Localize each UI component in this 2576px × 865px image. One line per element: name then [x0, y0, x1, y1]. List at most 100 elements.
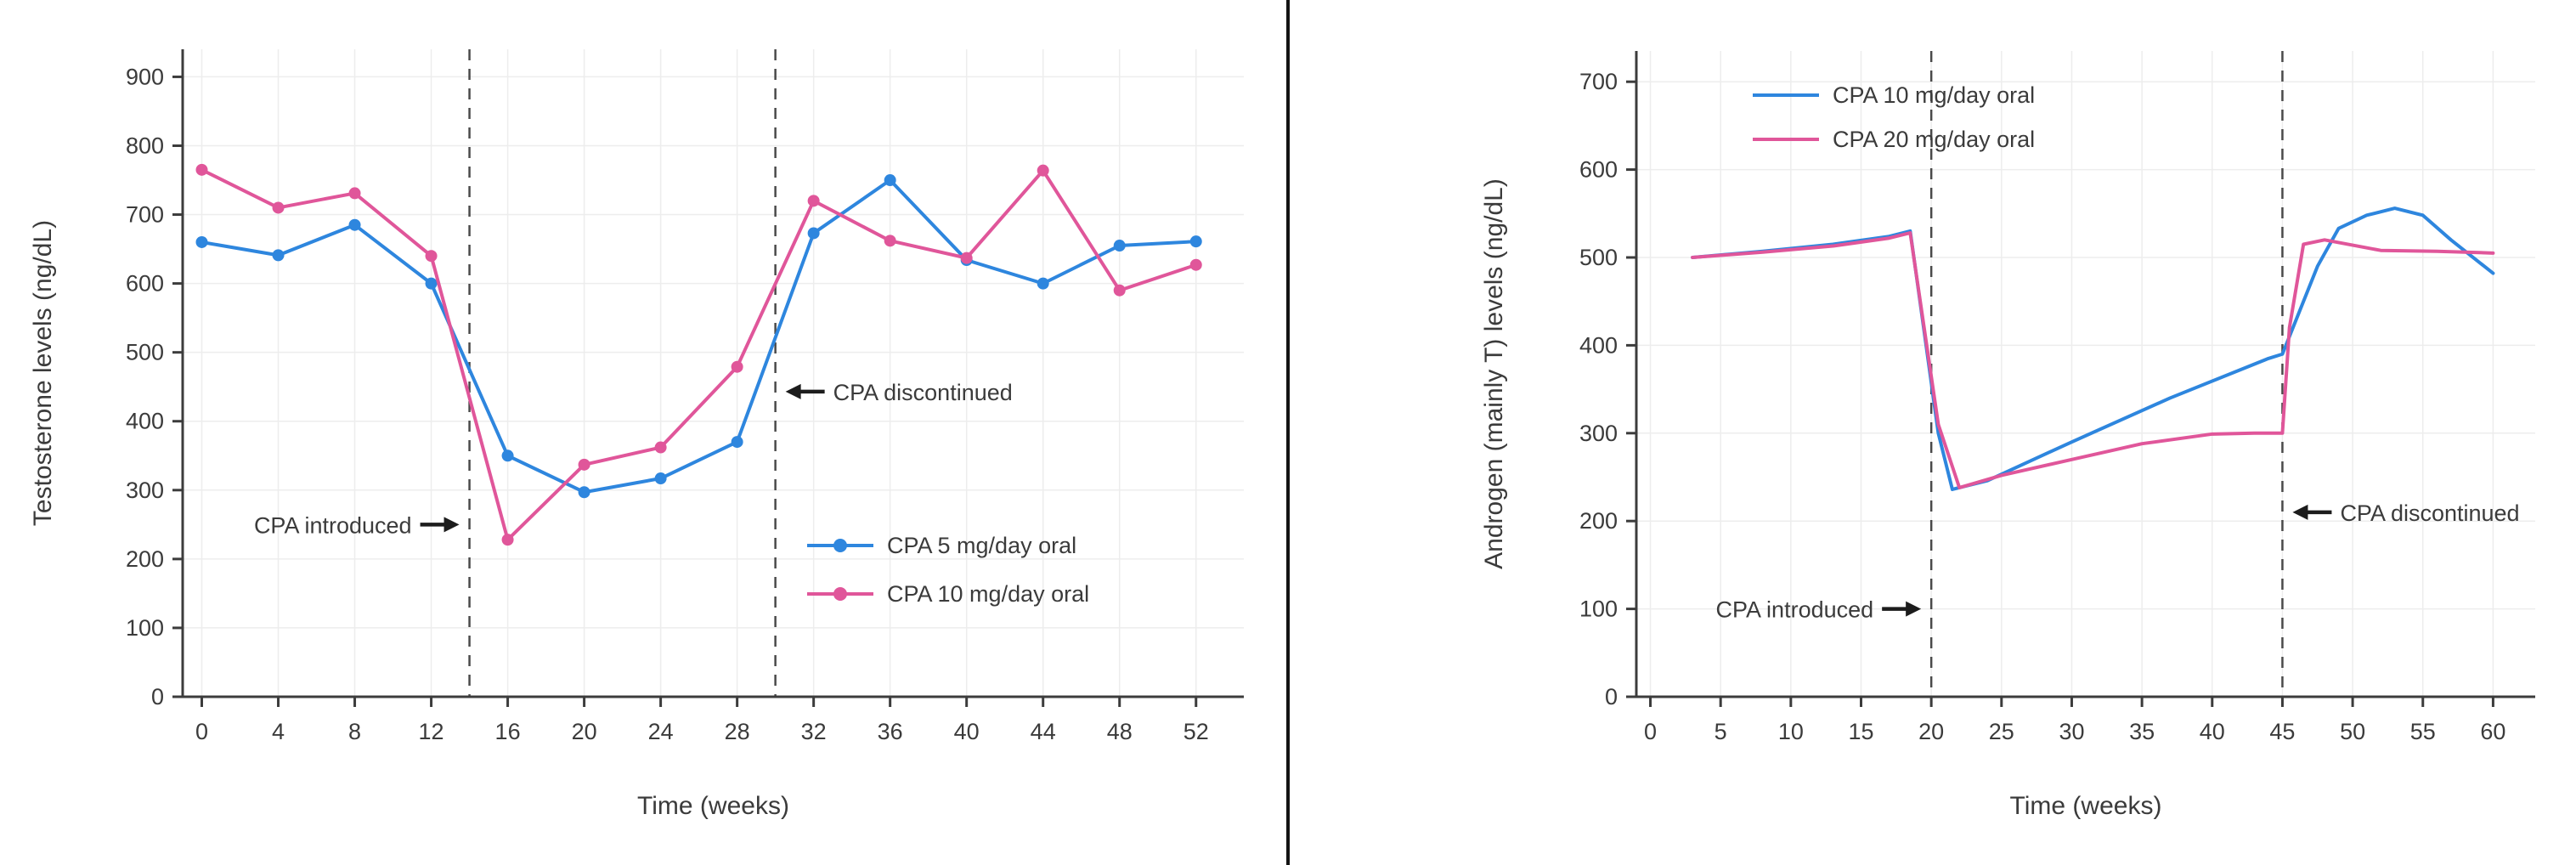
legend-label: CPA 10 mg/day oral [887, 581, 1089, 607]
legend-label: CPA 20 mg/day oral [1833, 127, 2035, 152]
annotation-arrowhead [443, 517, 460, 533]
x-tick-label: 48 [1107, 719, 1133, 744]
x-tick-label: 45 [2269, 719, 2295, 744]
data-point-marker [272, 249, 285, 262]
x-tick-label: 5 [1715, 719, 1727, 744]
y-axis-label: Testosterone levels (ng/dL) [29, 220, 57, 526]
annotation-arrowhead [785, 383, 801, 399]
data-point-marker [501, 449, 514, 462]
x-tick-label: 28 [725, 719, 750, 744]
y-tick-label: 200 [126, 546, 164, 572]
x-tick-label: 15 [1848, 719, 1873, 744]
y-tick-label: 600 [126, 271, 164, 297]
axes: 0 5 10 15 20 25 30 35 40 45 50 55 600100200300400500… [1579, 51, 2535, 744]
legend-swatch-marker [833, 539, 847, 552]
data-point-marker [425, 277, 438, 290]
data-point-marker [731, 360, 743, 373]
series-line [195, 163, 1202, 546]
axes: 0 4 8 12 16 20 24 28 32 36 40 44 48 52010020030040050… [126, 49, 1244, 744]
y-tick-label: 300 [126, 478, 164, 503]
series-line [1691, 206, 2495, 491]
legend: CPA 10 mg/day oral CPA 20 mg/day oral [1753, 82, 2035, 152]
x-tick-label: 36 [878, 719, 903, 744]
annotation-text: CPA discontinued [833, 380, 1013, 405]
y-tick-label: 700 [126, 202, 164, 228]
x-tick-label: 0 [195, 719, 208, 744]
annotation-text: CPA discontinued [2340, 500, 2519, 526]
y-tick-label: 500 [1579, 245, 1618, 270]
legend-label: CPA 10 mg/day oral [1833, 82, 2035, 108]
y-tick-label: 600 [1579, 157, 1618, 183]
legend-swatch-marker [833, 587, 847, 601]
x-axis-label: Time (weeks) [2010, 792, 2162, 820]
x-tick-label: 25 [1989, 719, 2014, 744]
data-point-marker [425, 250, 438, 263]
x-tick-label: 16 [495, 719, 521, 744]
y-tick-label: 0 [1605, 684, 1618, 710]
data-point-marker [731, 436, 743, 449]
panel-divider [1286, 0, 1290, 865]
x-tick-label: 40 [954, 719, 980, 744]
x-tick-label: 24 [648, 719, 674, 744]
legend: CPA 5 mg/day oral CPA 10 mg/day oral [807, 533, 1089, 607]
annotation-arrowhead [1906, 601, 1922, 617]
series-line [1691, 231, 2495, 489]
annotation-arrowhead [2292, 504, 2308, 520]
y-tick-label: 300 [1579, 421, 1618, 446]
data-point-marker [578, 458, 590, 471]
androgen-chart: 0 5 10 15 20 25 30 35 40 45 50 55 600100200300400500… [1480, 51, 2535, 820]
annotation: CPA discontinued [2292, 500, 2520, 526]
data-point-marker [1189, 258, 1202, 271]
x-tick-label: 8 [348, 719, 361, 744]
androgen-chart-panel: 0 5 10 15 20 25 30 35 40 45 50 55 60 0 100 200 300 400 500… [1290, 0, 2576, 865]
data-point-marker [654, 472, 667, 485]
data-point-marker [578, 486, 590, 499]
x-tick-label: 0 [1644, 719, 1657, 744]
x-tick-label: 52 [1183, 719, 1209, 744]
y-tick-label: 0 [151, 684, 164, 710]
x-axis-label: Time (weeks) [637, 792, 789, 820]
x-tick-label: 30 [2059, 719, 2084, 744]
y-tick-label: 800 [126, 133, 164, 158]
data-point-marker [654, 441, 667, 454]
annotation-text: CPA introduced [1716, 597, 1874, 623]
series-line [195, 174, 1202, 499]
data-point-marker [348, 187, 361, 200]
x-tick-label: 10 [1778, 719, 1804, 744]
data-point-marker [1113, 240, 1126, 252]
data-point-marker [884, 235, 896, 247]
x-tick-label: 20 [572, 719, 597, 744]
data-point-marker [195, 235, 208, 248]
x-tick-label: 40 [2200, 719, 2225, 744]
data-point-marker [501, 534, 514, 546]
y-tick-label: 200 [1579, 508, 1618, 534]
data-point-marker [807, 195, 820, 207]
data-point-marker [348, 218, 361, 231]
data-point-marker [1113, 284, 1126, 297]
annotation: CPA introduced [1716, 597, 1922, 623]
x-tick-label: 44 [1031, 719, 1056, 744]
x-tick-label: 12 [419, 719, 444, 744]
x-tick-label: 55 [2410, 719, 2436, 744]
data-point-marker [1037, 164, 1049, 177]
testosterone-chart-panel: 0 4 8 12 16 20 24 28 32 36 40 44 48 52 0 100 200 300 400 50… [0, 0, 1286, 865]
gridlines [183, 49, 1244, 698]
data-point-marker [1037, 277, 1049, 290]
y-tick-label: 100 [126, 615, 164, 641]
x-tick-label: 35 [2129, 719, 2155, 744]
x-tick-label: 50 [2340, 719, 2365, 744]
y-tick-label: 100 [1579, 596, 1618, 622]
y-tick-label: 700 [1579, 69, 1618, 94]
y-tick-label: 900 [126, 64, 164, 89]
y-tick-label: 500 [126, 340, 164, 365]
annotation-text: CPA introduced [254, 512, 412, 538]
data-point-marker [960, 252, 973, 264]
x-tick-label: 4 [272, 719, 285, 744]
x-tick-label: 20 [1918, 719, 1944, 744]
y-axis-label: Androgen (mainly T) levels (ng/dL) [1480, 178, 1508, 569]
x-tick-label: 60 [2480, 719, 2505, 744]
data-point-marker [1189, 235, 1202, 248]
data-point-marker [272, 201, 285, 214]
y-tick-label: 400 [1579, 332, 1618, 358]
